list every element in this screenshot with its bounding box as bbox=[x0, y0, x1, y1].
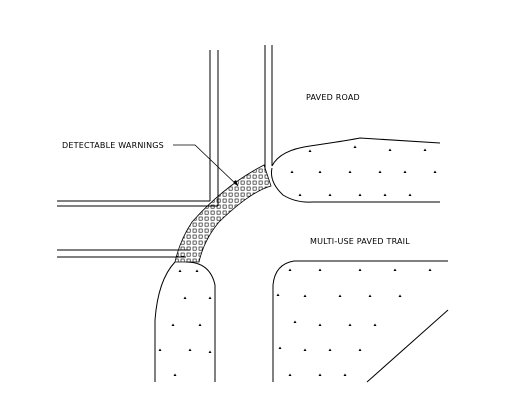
stipple-mark bbox=[383, 193, 387, 196]
stipple-mark bbox=[208, 296, 212, 299]
stipple-mark bbox=[278, 346, 282, 349]
pavement-stipple bbox=[158, 145, 437, 376]
stipple-mark bbox=[393, 268, 397, 271]
stipple-mark bbox=[368, 294, 372, 297]
stipple-mark bbox=[288, 268, 292, 271]
stipple-mark bbox=[208, 350, 212, 353]
stipple-mark bbox=[408, 193, 412, 196]
stipple-mark bbox=[348, 323, 352, 326]
stipple-mark bbox=[318, 268, 322, 271]
stipple-mark bbox=[288, 373, 292, 376]
trail-boundaries bbox=[154, 137, 449, 383]
detectable-warnings-strip bbox=[174, 164, 272, 263]
stipple-mark bbox=[398, 294, 402, 297]
stipple-mark bbox=[338, 294, 342, 297]
stipple-mark bbox=[178, 269, 182, 272]
stipple-mark bbox=[373, 323, 377, 326]
stipple-mark bbox=[318, 373, 322, 376]
trail-upper-right-bottom bbox=[271, 167, 440, 203]
stipple-mark bbox=[171, 323, 175, 326]
stipple-mark bbox=[423, 148, 427, 151]
stipple-mark bbox=[403, 170, 407, 173]
stipple-mark bbox=[328, 193, 332, 196]
label-paved-road: PAVED ROAD bbox=[306, 93, 360, 102]
stipple-mark bbox=[183, 296, 187, 299]
stipple-mark bbox=[158, 348, 162, 351]
stipple-mark bbox=[353, 145, 357, 148]
stipple-mark bbox=[358, 268, 362, 271]
detectable-warnings-leader bbox=[173, 144, 239, 187]
stipple-mark bbox=[428, 268, 432, 271]
stipple-mark bbox=[378, 170, 382, 173]
stipple-mark bbox=[358, 193, 362, 196]
stipple-mark bbox=[173, 373, 177, 376]
label-multi-use-trail: MULTI-USE PAVED TRAIL bbox=[310, 237, 410, 246]
trail-upper-right-top bbox=[271, 137, 441, 167]
trail-left-outer bbox=[154, 261, 176, 382]
leader-arrowhead bbox=[233, 180, 238, 186]
stipple-mark bbox=[188, 348, 192, 351]
stipple-mark bbox=[303, 294, 307, 297]
road-edge-lines bbox=[57, 45, 273, 258]
trail-left-inner bbox=[185, 261, 216, 382]
stipple-mark bbox=[388, 148, 392, 151]
stipple-mark bbox=[343, 373, 347, 376]
stipple-mark bbox=[195, 269, 199, 272]
stipple-mark bbox=[358, 348, 362, 351]
stipple-mark bbox=[198, 323, 202, 326]
stipple-mark bbox=[293, 320, 297, 323]
stipple-mark bbox=[303, 348, 307, 351]
stipple-mark bbox=[298, 193, 302, 196]
stipple-mark bbox=[328, 348, 332, 351]
stipple-mark bbox=[318, 170, 322, 173]
label-detectable-warnings: DETECTABLE WARNINGS bbox=[62, 141, 164, 150]
stipple-mark bbox=[290, 170, 294, 173]
stipple-mark bbox=[276, 293, 280, 296]
trail-lower-right-diagonal bbox=[366, 309, 449, 383]
stipple-mark bbox=[308, 149, 312, 152]
stipple-mark bbox=[433, 170, 437, 173]
trail-lower-right-top bbox=[272, 260, 448, 382]
stipple-mark bbox=[318, 323, 322, 326]
stipple-mark bbox=[348, 170, 352, 173]
